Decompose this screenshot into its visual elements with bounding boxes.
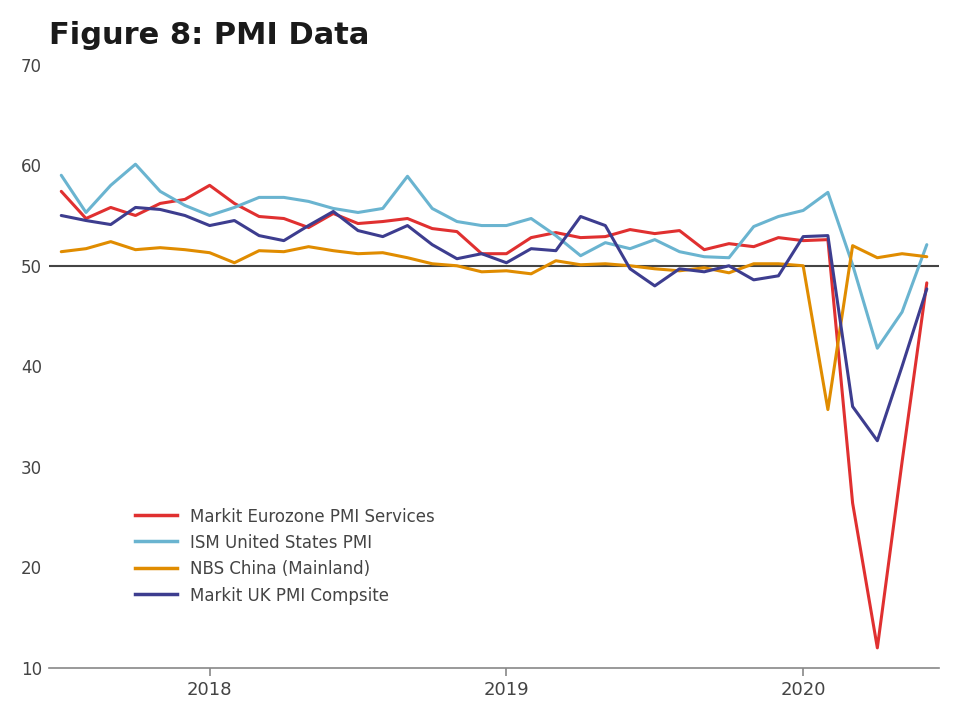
Text: Figure 8: PMI Data: Figure 8: PMI Data: [49, 21, 370, 50]
Legend: Markit Eurozone PMI Services, ISM United States PMI, NBS China (Mainland), Marki: Markit Eurozone PMI Services, ISM United…: [129, 501, 442, 611]
